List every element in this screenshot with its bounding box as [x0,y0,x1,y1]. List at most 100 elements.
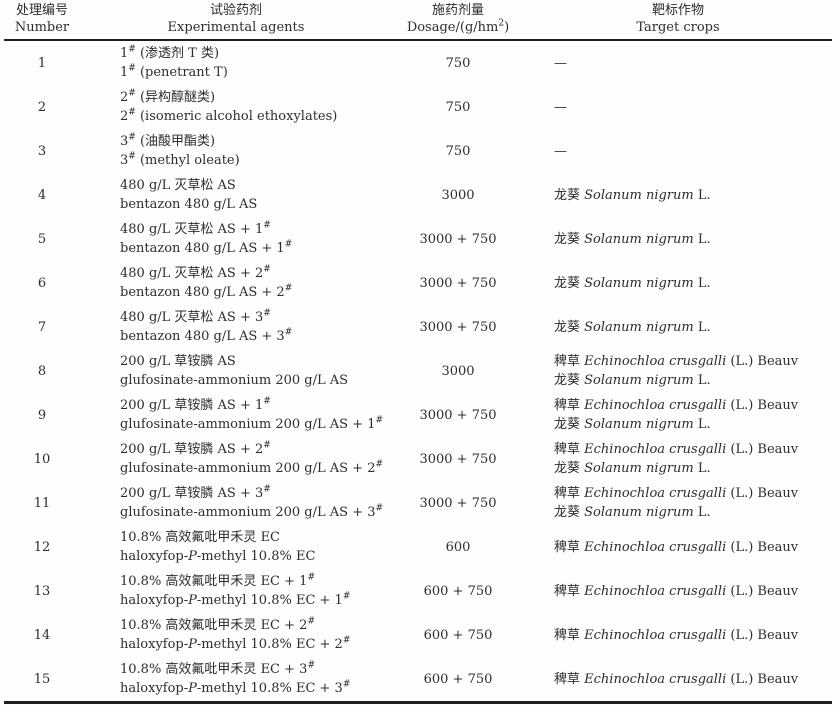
treatment-number-cell: 7 [37,319,47,335]
table-row: 3 3# (油酸甲酯类) 3# (methyl oleate) 750 — [4,129,832,173]
agent-cell: 480 g/L 灭草松 AS + 3# bentazon 480 g/L AS +… [80,305,392,349]
header-number-en: Number [14,20,70,35]
dosage-cell: 3000 [441,187,475,203]
target-crops-cell: 稗草 Echinochloa crusgalli (L.) Beauv [524,525,832,569]
table-row: 9 200 g/L 草铵膦 AS + 1# glufosinate-ammonium… [4,393,832,437]
target-crops-cell: 稗草 Echinochloa crusgalli (L.) Beauv [524,569,832,613]
target-crops-cell: — [524,40,832,85]
agent-cell: 480 g/L 灭草松 AS + 2# bentazon 480 g/L AS +… [80,261,392,305]
dosage-cell: 3000 + 750 [419,319,497,335]
target-crops-cell: 稗草 Echinochloa crusgalli (L.) Beauv 龙葵 So… [524,393,832,437]
target-crops-cell: 稗草 Echinochloa crusgalli (L.) Beauv 龙葵 So… [524,349,832,393]
table-row: 4 480 g/L 灭草松 AS bentazon 480 g/L AS 3000 龙葵… [4,173,832,217]
treatment-number-cell: 12 [33,539,51,555]
target-crops-cell: — [524,129,832,173]
header-target-cn: 靶标作物 [651,3,704,18]
agent-name-en: 3# (methyl oleate) [120,151,240,168]
target-crop-line: — [554,143,567,159]
target-crop-line: 龙葵 Solanum nigrum L. [554,505,711,520]
agent-cell: 1# (渗透剂 T 类) 1# (penetrant T) [80,40,392,85]
agent-cell: 200 g/L 草铵膦 AS + 3# glufosinate-ammonium … [80,481,392,525]
target-crops-cell: — [524,85,832,129]
agent-name-cn: 1# (渗透剂 T 类) [120,44,220,61]
agent-name-cn: 10.8% 高效氟吡甲禾灵 EC + 1# [120,572,315,589]
target-crop-line: 稗草 Echinochloa crusgalli (L.) Beauv [554,486,799,501]
target-crop-line: 龙葵 Solanum nigrum L. [554,319,711,335]
treatment-number-cell: 11 [33,495,51,511]
treatment-number-cell: 4 [37,187,47,203]
target-crop-line: 稗草 Echinochloa crusgalli (L.) Beauv [554,354,799,369]
header-experimental-agents: 试验药剂 Experimental agents [80,0,392,41]
target-crop-line: — [554,55,567,71]
dosage-cell: 3000 + 750 [419,451,497,467]
treatment-number-cell: 15 [4,657,80,704]
table-row: 1 1# (渗透剂 T 类) 1# (penetrant T) 750 — [4,40,832,85]
table-row: 6 480 g/L 灭草松 AS + 2# bentazon 480 g/L AS … [4,261,832,305]
agent-name-en: bentazon 480 g/L AS + 3# [120,327,293,344]
treatment-number-cell: 2 [37,99,47,115]
agent-name-en: haloxyfop-P-methyl 10.8% EC [120,549,316,564]
treatment-number-cell: 9 [37,407,47,423]
agent-name-cn: 3# (油酸甲酯类) [120,132,216,149]
header-number-cn: 处理编号 [15,3,68,18]
agent-name-en: bentazon 480 g/L AS + 1# [120,239,293,256]
target-crop-line: 稗草 Echinochloa crusgalli (L.) Beauv [554,539,799,555]
target-crop-line: 龙葵 Solanum nigrum L. [554,187,711,203]
target-crop-line: 龙葵 Solanum nigrum L. [554,417,711,432]
agent-cell: 480 g/L 灭草松 AS bentazon 480 g/L AS [80,173,392,217]
target-crops-cell: 稗草 Echinochloa crusgalli (L.) Beauv 龙葵 So… [524,481,832,525]
target-crops-cell: 稗草 Echinochloa crusgalli (L.) Beauv [524,657,832,704]
treatment-number-cell: 3 [37,143,47,159]
agent-name-en: haloxyfop-P-methyl 10.8% EC + 3# [120,679,351,696]
header-dosage-en: Dosage/(g/hm2) [406,18,510,35]
agent-name-cn: 480 g/L 灭草松 AS + 3# [120,308,271,325]
table-row: 13 10.8% 高效氟吡甲禾灵 EC + 1# haloxyfop-P-methy… [4,569,832,613]
header-row: 处理编号 Number 试验药剂 Experimental agents 施药剂… [4,0,832,41]
dosage-cell: 3000 [441,363,475,379]
dosage-cell: 600 + 750 [423,627,493,643]
target-crops-cell: 龙葵 Solanum nigrum L. [524,173,832,217]
treatment-number-cell: 1 [37,55,47,71]
target-crop-line: 稗草 Echinochloa crusgalli (L.) Beauv [554,671,799,687]
table-header: 处理编号 Number 试验药剂 Experimental agents 施药剂… [4,0,832,41]
agent-name-en: bentazon 480 g/L AS + 2# [120,283,293,300]
dosage-cell: 750 [445,143,471,159]
table-row: 15 10.8% 高效氟吡甲禾灵 EC + 3# haloxyfop-P-methy… [4,657,832,704]
target-crops-cell: 龙葵 Solanum nigrum L. [524,217,832,261]
agent-name-cn: 10.8% 高效氟吡甲禾灵 EC [120,530,280,545]
treatment-number-cell: 13 [33,583,51,599]
agent-name-cn: 200 g/L 草铵膦 AS [120,354,236,369]
table-row: 14 10.8% 高效氟吡甲禾灵 EC + 2# haloxyfop-P-methy… [4,613,832,657]
treatment-number-cell: 5 [37,231,47,247]
target-crop-line: 龙葵 Solanum nigrum L. [554,275,711,291]
dosage-cell: 3000 + 750 [419,275,497,291]
agent-name-en: 1# (penetrant T) [120,63,228,80]
dosage-cell: 3000 + 750 [419,231,497,247]
target-crops-cell: 稗草 Echinochloa crusgalli (L.) Beauv 龙葵 So… [524,437,832,481]
experiment-treatments-table: 处理编号 Number 试验药剂 Experimental agents 施药剂… [4,0,832,704]
agent-name-en: glufosinate-ammonium 200 g/L AS [120,373,349,388]
treatment-number-cell: 14 [33,627,51,643]
agent-name-en: glufosinate-ammonium 200 g/L AS + 2# [120,459,384,476]
header-dosage-cn: 施药剂量 [431,3,484,18]
target-crop-line: 稗草 Echinochloa crusgalli (L.) Beauv [554,398,799,413]
target-crops-cell: 稗草 Echinochloa crusgalli (L.) Beauv [524,613,832,657]
table-row: 7 480 g/L 灭草松 AS + 3# bentazon 480 g/L AS … [4,305,832,349]
agent-name-cn: 200 g/L 草铵膦 AS + 3# [120,484,271,501]
agent-cell: 10.8% 高效氟吡甲禾灵 EC + 1# haloxyfop-P-methyl … [80,569,392,613]
agent-cell: 200 g/L 草铵膦 AS + 2# glufosinate-ammonium … [80,437,392,481]
table-row: 8 200 g/L 草铵膦 AS glufosinate-ammonium 200 … [4,349,832,393]
target-crop-line: 龙葵 Solanum nigrum L. [554,373,711,388]
agent-cell: 200 g/L 草铵膦 AS + 1# glufosinate-ammonium … [80,393,392,437]
target-crop-line: 龙葵 Solanum nigrum L. [554,231,711,247]
agent-name-cn: 480 g/L 灭草松 AS + 2# [120,264,271,281]
target-crop-line: — [554,99,567,115]
header-agents-en: Experimental agents [167,20,305,35]
table-row: 12 10.8% 高效氟吡甲禾灵 EC haloxyfop-P-methyl 10.… [4,525,832,569]
agent-name-cn: 200 g/L 草铵膦 AS + 1# [120,396,271,413]
dosage-cell: 600 + 750 [423,583,493,599]
dosage-cell: 750 [445,55,471,71]
table-row: 10 200 g/L 草铵膦 AS + 2# glufosinate-ammoniu… [4,437,832,481]
dosage-cell: 600 + 750 [392,657,524,704]
agent-name-en: haloxyfop-P-methyl 10.8% EC + 1# [120,591,351,608]
